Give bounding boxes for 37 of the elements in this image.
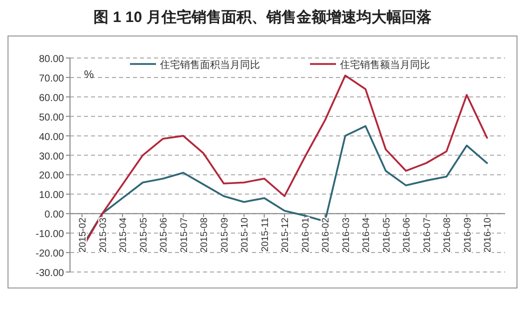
x-tick-label: 2015-03 xyxy=(98,218,109,253)
x-tick-label: 2016-03 xyxy=(340,218,352,253)
x-tick-label: 2016-04 xyxy=(361,218,372,253)
y-tick-label: 50.00 xyxy=(38,112,64,124)
y-tick-label: 20.00 xyxy=(38,170,64,182)
chart-title: 图 1 10 月住宅销售面积、销售金额增速均大幅回落 xyxy=(94,8,432,26)
x-tick-label: 2015-11 xyxy=(260,218,271,252)
x-tick-label: 2016-06 xyxy=(402,218,412,253)
x-tick-label: 2016-02 xyxy=(320,218,332,253)
y-tick-label: -20.00 xyxy=(36,248,64,260)
x-tick-label: 2015-04 xyxy=(118,218,129,253)
x-tick-label: 2016-08 xyxy=(442,218,453,253)
x-tick-label: 2015-06 xyxy=(158,218,170,253)
x-tick-label: 2015-07 xyxy=(178,218,190,253)
y-tick-label: -30.00 xyxy=(36,268,64,279)
x-tick-label: 2015-05 xyxy=(138,218,150,253)
x-tick-label: 2015-09 xyxy=(219,218,230,253)
x-tick-label: 2016-05 xyxy=(381,218,392,253)
y-tick-label: 80.00 xyxy=(38,54,64,65)
y-tick-label: 10.00 xyxy=(38,190,64,202)
x-tick-label: 2016-01 xyxy=(300,218,312,253)
y-tick-label: 70.00 xyxy=(38,73,64,84)
x-tick-label: 2016-07 xyxy=(422,218,433,253)
x-tick-label: 2015-02 xyxy=(78,218,88,253)
x-tick-label: 2015-08 xyxy=(199,218,210,253)
x-tick-label: 2015-10 xyxy=(240,218,250,253)
y-tick-label: -10.00 xyxy=(36,229,64,240)
y-tick-label: 0.00 xyxy=(44,210,64,221)
x-tick-label: 2016-09 xyxy=(462,218,474,253)
y-tick-label: 60.00 xyxy=(38,92,64,104)
y-tick-label: 30.00 xyxy=(38,151,64,162)
legend-label: 住宅销售面积当月同比 xyxy=(160,59,260,71)
x-tick-label: 2015-12 xyxy=(280,218,291,253)
legend-label: 住宅销售额当月同比 xyxy=(340,59,430,71)
x-tick-label: 2016-10 xyxy=(482,218,494,253)
annotation: % xyxy=(84,69,94,81)
y-tick-label: 40.00 xyxy=(38,132,64,143)
